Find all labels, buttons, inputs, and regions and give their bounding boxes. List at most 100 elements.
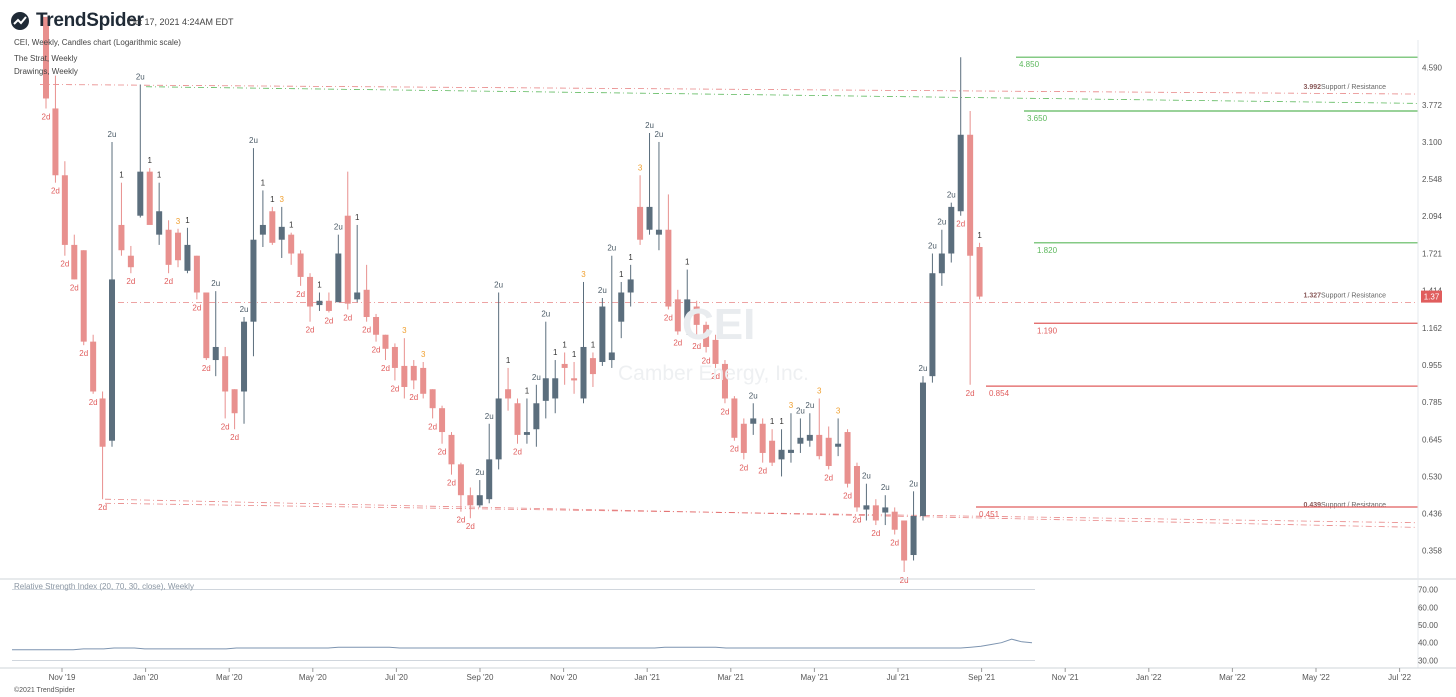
strat-label: 1 [148,156,153,165]
strat-label: 2u [334,223,343,232]
strat-label: 3 [638,163,643,172]
candle-body [467,495,474,506]
price-tick-label: 3.100 [1422,138,1443,147]
candle-body [420,367,427,394]
price-tick-label: 1.162 [1422,324,1443,333]
strat-label: 2d [98,503,107,512]
candle-body [325,300,332,311]
candle-body [391,346,398,368]
rsi-tick-label: 60.00 [1418,603,1439,612]
candle-body [71,244,78,280]
strat-label: 2d [306,326,315,335]
time-tick-label: Nov '20 [550,673,577,682]
candle-body [61,175,68,245]
price-level-label: 3.650 [1027,114,1048,123]
candle-body [863,505,870,510]
candle-body [212,346,219,361]
strat-label: 3 [817,386,822,395]
strat-label: 2d [711,372,720,381]
strat-label: 1 [685,258,690,267]
candle-body [184,244,191,271]
candle-body [429,389,436,409]
candle-body [109,279,116,441]
candle-body [476,495,483,506]
candle-body [552,378,559,399]
time-tick-label: May '20 [299,673,327,682]
strat-label: 2d [673,339,682,348]
strat-label: 2d [428,422,437,431]
strat-label: 3 [176,217,181,226]
strat-label: 2d [381,364,390,373]
candle-body [929,273,936,377]
candle-body [816,434,823,457]
candle-body [203,292,210,359]
candle-body [297,253,304,277]
time-tick-label: Nov '21 [1052,673,1079,682]
candle-body [52,108,59,176]
strat-label: 2u [485,412,494,421]
price-tick-label: 1.721 [1422,249,1443,258]
strat-label: 2u [541,310,550,319]
strat-label: 1 [185,216,190,225]
strat-label: 3 [421,350,426,359]
strat-label: 2d [390,384,399,393]
candle-body [43,16,49,99]
strat-label: 2d [730,445,739,454]
strat-label: 2u [909,479,918,488]
strat-label: 3 [789,401,794,410]
strat-label: 1 [562,340,567,349]
strat-label: 2d [692,342,701,351]
candle-body [335,253,342,303]
candle-body [759,423,766,453]
candle-body [523,432,530,435]
candle-body [278,226,285,240]
price-axis: 4.5903.7723.1002.5482.0941.7211.4141.162… [0,40,1456,668]
candle-body [222,356,229,392]
candle-body [693,306,700,325]
candle-body [967,134,974,256]
time-tick-label: Sep '21 [968,673,995,682]
strat-label: 2d [702,356,711,365]
strat-label: 3 [402,326,407,335]
strat-label: 2d [221,422,230,431]
candle-body [250,239,257,322]
strat-label: 3 [280,195,285,204]
candle-body [137,171,144,216]
candle-body [844,432,851,484]
candle-body [495,398,502,460]
strat-label: 1 [977,231,982,240]
strat-label: 2d [409,393,418,402]
candle-body [241,321,248,392]
candle-body [740,423,747,453]
strat-label: 1 [779,417,784,426]
strat-label: 2d [758,467,767,476]
candle-body [580,346,587,399]
trend-line [145,86,1419,104]
watermark-ticker: CEI [682,300,756,349]
price-level-label: 0.854 [989,389,1010,398]
strat-label: 1 [317,280,322,289]
strat-label: 2u [108,130,117,139]
candle-body [344,215,351,304]
strat-label: 2d [966,389,975,398]
candle-body [853,466,860,508]
support-resistance-label: 3.992Support / Resistance [1303,84,1386,91]
strat-label: 2u [532,373,541,382]
strat-label: 2u [749,391,758,400]
candle-body [599,306,606,362]
candle-body [571,378,578,381]
candle-body [231,389,238,414]
candle-body [825,437,832,467]
candle-body [684,299,691,319]
brand-logo: TrendSpider [10,10,144,32]
strat-label: 2d [164,277,173,286]
chart-timestamp: Oct 17, 2021 4:24AM EDT [128,17,234,27]
strat-label: 1 [289,221,294,230]
strat-label: 2u [645,121,654,130]
strat-label: 1 [591,340,596,349]
candle-body [505,389,512,399]
price-tick-label: 2.094 [1422,212,1443,221]
strat-label: 2u [598,286,607,295]
trend-line [104,498,1419,528]
